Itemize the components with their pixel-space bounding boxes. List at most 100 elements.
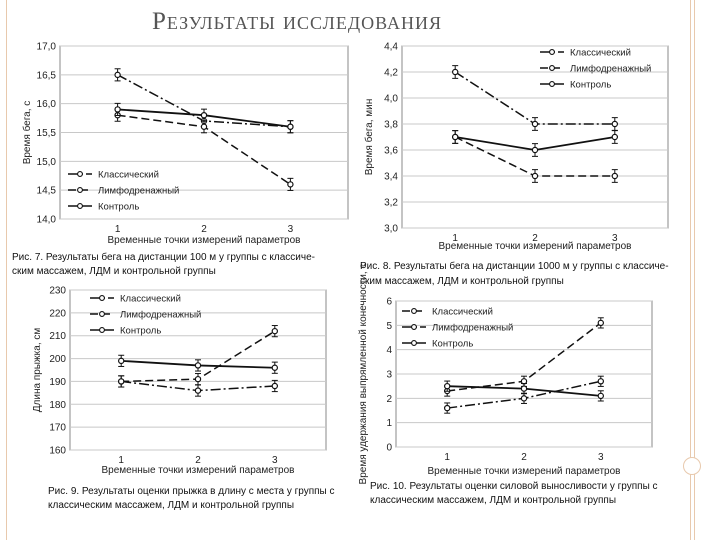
x-axis-label: Временные точки измерений параметров	[102, 465, 295, 476]
y-tick-label: 200	[49, 354, 66, 365]
x-tick-label: 3	[272, 455, 278, 466]
data-point	[271, 382, 278, 390]
data-point	[443, 404, 451, 412]
slide-frame-right	[690, 0, 691, 540]
data-point	[611, 172, 618, 180]
legend-label: Контроль	[570, 80, 611, 91]
data-point	[531, 172, 539, 180]
y-tick-label: 14,5	[37, 186, 57, 197]
y-tick-label: 230	[49, 286, 66, 297]
y-tick-label: 4	[386, 345, 392, 356]
y-tick-label: 210	[49, 331, 66, 342]
legend-marker	[549, 49, 555, 55]
x-axis-label: Временные точки измерений параметров	[108, 235, 301, 246]
y-tick-label: 0	[386, 443, 392, 454]
legend-label: Лимфодренажный	[120, 310, 201, 321]
y-tick-label: 17,0	[37, 42, 57, 53]
y-tick-label: 14,0	[37, 215, 57, 226]
slide-frame-left	[6, 0, 7, 540]
data-point	[611, 133, 618, 141]
data-point	[520, 385, 528, 392]
legend-marker	[99, 327, 105, 333]
y-tick-label: 15,0	[37, 157, 57, 168]
legend-marker	[99, 295, 105, 301]
data-point	[194, 362, 202, 369]
data-point	[451, 68, 459, 76]
y-tick-label: 4,0	[384, 94, 398, 105]
figure-caption: Рис. 10. Результаты оценки силовой вынос…	[370, 481, 658, 492]
y-tick-label: 180	[49, 400, 66, 411]
data-point	[531, 146, 539, 154]
figure-caption: ским массажем, ЛДМ и контрольной группы	[360, 276, 564, 287]
x-tick-label: 1	[452, 233, 458, 244]
x-tick-label: 3	[598, 452, 604, 463]
y-tick-label: 4,4	[384, 42, 398, 53]
figure-caption: Рис. 8. Результаты бега на дистанции 100…	[360, 260, 669, 272]
y-tick-label: 4,2	[384, 68, 398, 79]
legend-label: Контроль	[120, 326, 161, 337]
y-tick-label: 3,0	[384, 224, 398, 235]
data-point	[287, 123, 294, 130]
y-tick-label: 3	[386, 370, 392, 381]
y-tick-label: 1	[386, 418, 392, 429]
figure-caption: классическим массажем, ЛДМ и контрольной…	[370, 495, 616, 506]
y-tick-label: 3,2	[384, 198, 398, 209]
data-point	[451, 133, 459, 141]
chart-strength-endurance: 0 1 2 3 4 5 6 1 2 3 Временные точки измерений пара…	[358, 264, 658, 506]
y-tick-label: 16,5	[37, 70, 57, 81]
data-point	[114, 106, 121, 113]
x-axis-label: Временные точки измерений параметров	[428, 466, 621, 477]
y-tick-label: 220	[49, 308, 66, 319]
y-tick-label: 6	[386, 297, 392, 308]
legend-marker	[549, 65, 555, 71]
y-axis-label: Длина прыжка, см	[32, 328, 43, 413]
y-tick-label: 16,0	[37, 99, 57, 110]
plot-area	[401, 45, 669, 229]
x-tick-label: 1	[115, 224, 121, 235]
data-point	[114, 71, 121, 79]
data-point	[271, 364, 278, 371]
y-tick-label: 190	[49, 377, 66, 388]
y-tick-label: 2	[386, 394, 392, 405]
legend-marker	[77, 171, 83, 177]
data-point	[597, 319, 604, 327]
legend-label: Лимфодренажный	[98, 186, 179, 197]
x-tick-label: 1	[444, 452, 450, 463]
data-point	[117, 378, 125, 385]
data-point	[200, 111, 208, 119]
y-axis-label: Время удержания выпрямленной конечности,…	[358, 264, 369, 485]
x-tick-label: 2	[195, 455, 201, 466]
x-tick-label: 2	[532, 233, 538, 244]
data-point	[194, 375, 202, 383]
legend-marker	[99, 311, 105, 317]
x-tick-label: 3	[612, 233, 618, 244]
x-tick-label: 1	[118, 455, 124, 466]
figure-caption: Рис. 9. Результаты оценки прыжка в длину…	[48, 486, 335, 497]
y-tick-label: 3,6	[384, 146, 398, 157]
data-point	[611, 120, 618, 128]
x-tick-label: 2	[521, 452, 527, 463]
legend-marker	[411, 340, 417, 346]
legend-marker	[77, 203, 83, 209]
legend-label: Классический	[432, 307, 493, 318]
y-tick-label: 5	[386, 321, 392, 332]
legend-label: Классический	[98, 170, 159, 181]
legend-label: Лимфодренажный	[570, 64, 651, 75]
legend-marker	[549, 81, 555, 87]
data-point	[597, 378, 604, 385]
figure-caption: ским массажем, ЛДМ и контрольной группы	[12, 266, 216, 277]
y-axis-label: Время бега, с	[21, 101, 33, 165]
slide-title: Результаты исследования	[152, 8, 442, 35]
y-tick-label: 3,8	[384, 120, 398, 131]
legend-label: Классический	[570, 48, 631, 59]
slide-frame-ornament	[683, 457, 701, 475]
legend-marker	[411, 324, 417, 330]
x-tick-label: 2	[201, 224, 207, 235]
y-tick-label: 15,5	[37, 128, 57, 139]
y-tick-label: 170	[49, 423, 66, 434]
data-point	[443, 382, 451, 390]
y-tick-label: 3,4	[384, 172, 398, 183]
y-axis-label: Время бега, мин	[363, 99, 375, 176]
